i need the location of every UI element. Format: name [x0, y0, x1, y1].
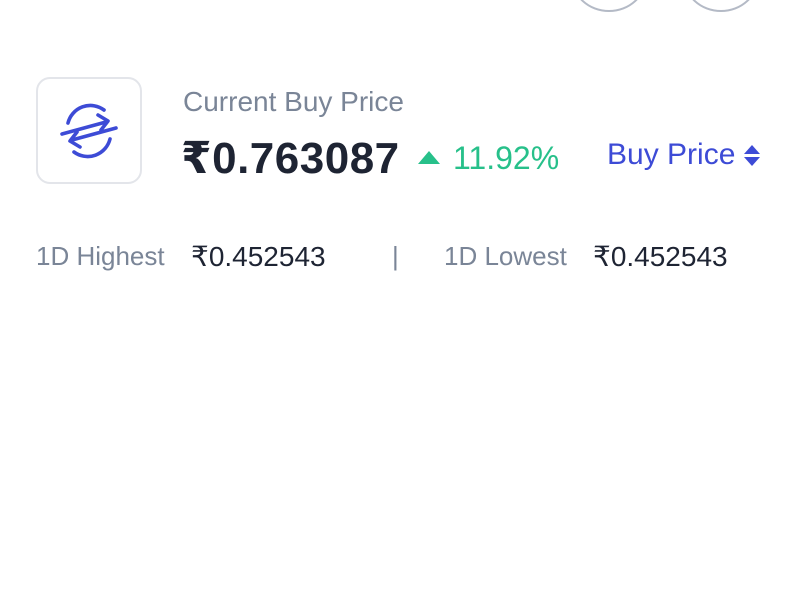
price-change: 11.92% [418, 140, 559, 177]
current-price-value: ₹0.763087 [181, 134, 400, 183]
header-circle-button-1[interactable] [571, 0, 647, 12]
price-change-value: 11.92% [453, 140, 560, 176]
price-type-label: Buy Price [607, 138, 736, 171]
day-high-value: ₹0.452543 [191, 241, 326, 272]
triangle-up-icon [418, 150, 440, 164]
current-price-label: Current Buy Price [183, 86, 404, 117]
header-circle-button-2[interactable] [683, 0, 759, 12]
day-low-value: ₹0.452543 [593, 241, 728, 272]
price-type-toggle[interactable]: Buy Price [607, 138, 761, 172]
day-high-label: 1D Highest [36, 241, 165, 271]
exchange-arrows-icon [60, 103, 118, 158]
sort-toggle-icon [744, 144, 761, 166]
day-range-stats: 1D Highest ₹0.452543 | 1D Lowest ₹0.4525… [0, 241, 800, 277]
stats-divider: | [392, 241, 399, 271]
day-low-label: 1D Lowest [444, 241, 567, 271]
coin-logo [36, 77, 142, 184]
